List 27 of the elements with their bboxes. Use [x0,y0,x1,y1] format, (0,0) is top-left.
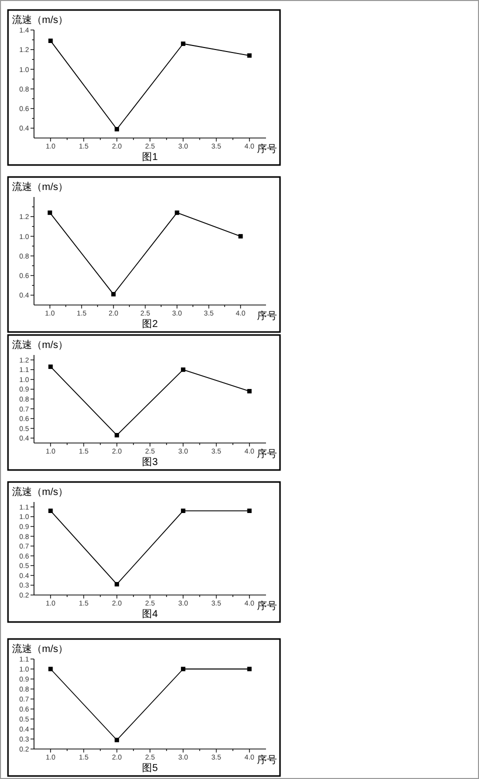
y-axis-title: 流速（m/s） [12,486,68,498]
text: 图1 [142,152,158,163]
point [111,292,116,296]
x-axis-title: 序号 [257,310,277,322]
point [247,388,252,394]
point [180,42,186,46]
y-axis-title: 流速（m/s） [12,181,68,193]
point [247,53,252,58]
point [48,210,52,215]
point [180,367,186,372]
point [48,364,53,369]
point [174,210,180,215]
point [114,126,120,132]
point [114,432,120,438]
y-axis-title: 流速（m/s） [12,339,68,351]
x-axis-title: 序号 [257,448,277,460]
text: 图5 [142,763,158,774]
point [48,38,53,43]
x-axis-title: 序号 [257,143,277,155]
text: 图3 [142,457,158,468]
y-axis-title: 流速（m/s） [12,14,68,26]
text: 图4 [142,609,158,620]
point [238,234,243,238]
y-axis-title: 流速（m/s） [12,643,68,655]
text: 图2 [142,319,158,330]
x-axis-title: 序号 [257,600,277,612]
x-axis-title: 序号 [257,754,277,766]
